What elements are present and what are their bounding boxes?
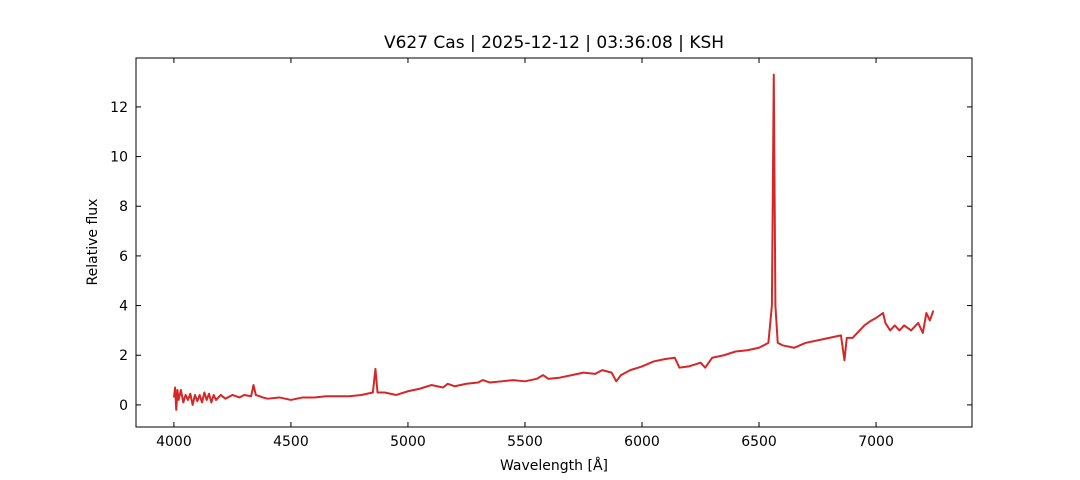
y-tick-label: 2 <box>119 348 128 364</box>
y-tick-label: 4 <box>119 299 128 315</box>
y-tick-label: 0 <box>119 398 128 414</box>
spectrum-line <box>172 73 935 411</box>
chart-title: V627 Cas | 2025-12-12 | 03:36:08 | KSH <box>384 33 724 53</box>
x-tick-label: 6000 <box>624 434 660 450</box>
y-tick-label: 6 <box>119 249 128 265</box>
x-axis-label: Wavelength [Å] <box>500 457 608 474</box>
x-tick-label: 6500 <box>741 434 777 450</box>
x-tick-label: 7000 <box>858 434 894 450</box>
y-tick-label: 8 <box>119 199 128 215</box>
y-tick-label: 12 <box>110 100 128 116</box>
y-tick-label: 10 <box>110 150 128 166</box>
x-tick-label: 5500 <box>507 434 543 450</box>
plot-frame <box>135 57 973 428</box>
x-tick-label: 4500 <box>273 434 309 450</box>
y-axis-label: Relative flux <box>85 199 101 286</box>
x-tick-label: 5000 <box>390 434 426 450</box>
x-tick-label: 4000 <box>156 434 192 450</box>
